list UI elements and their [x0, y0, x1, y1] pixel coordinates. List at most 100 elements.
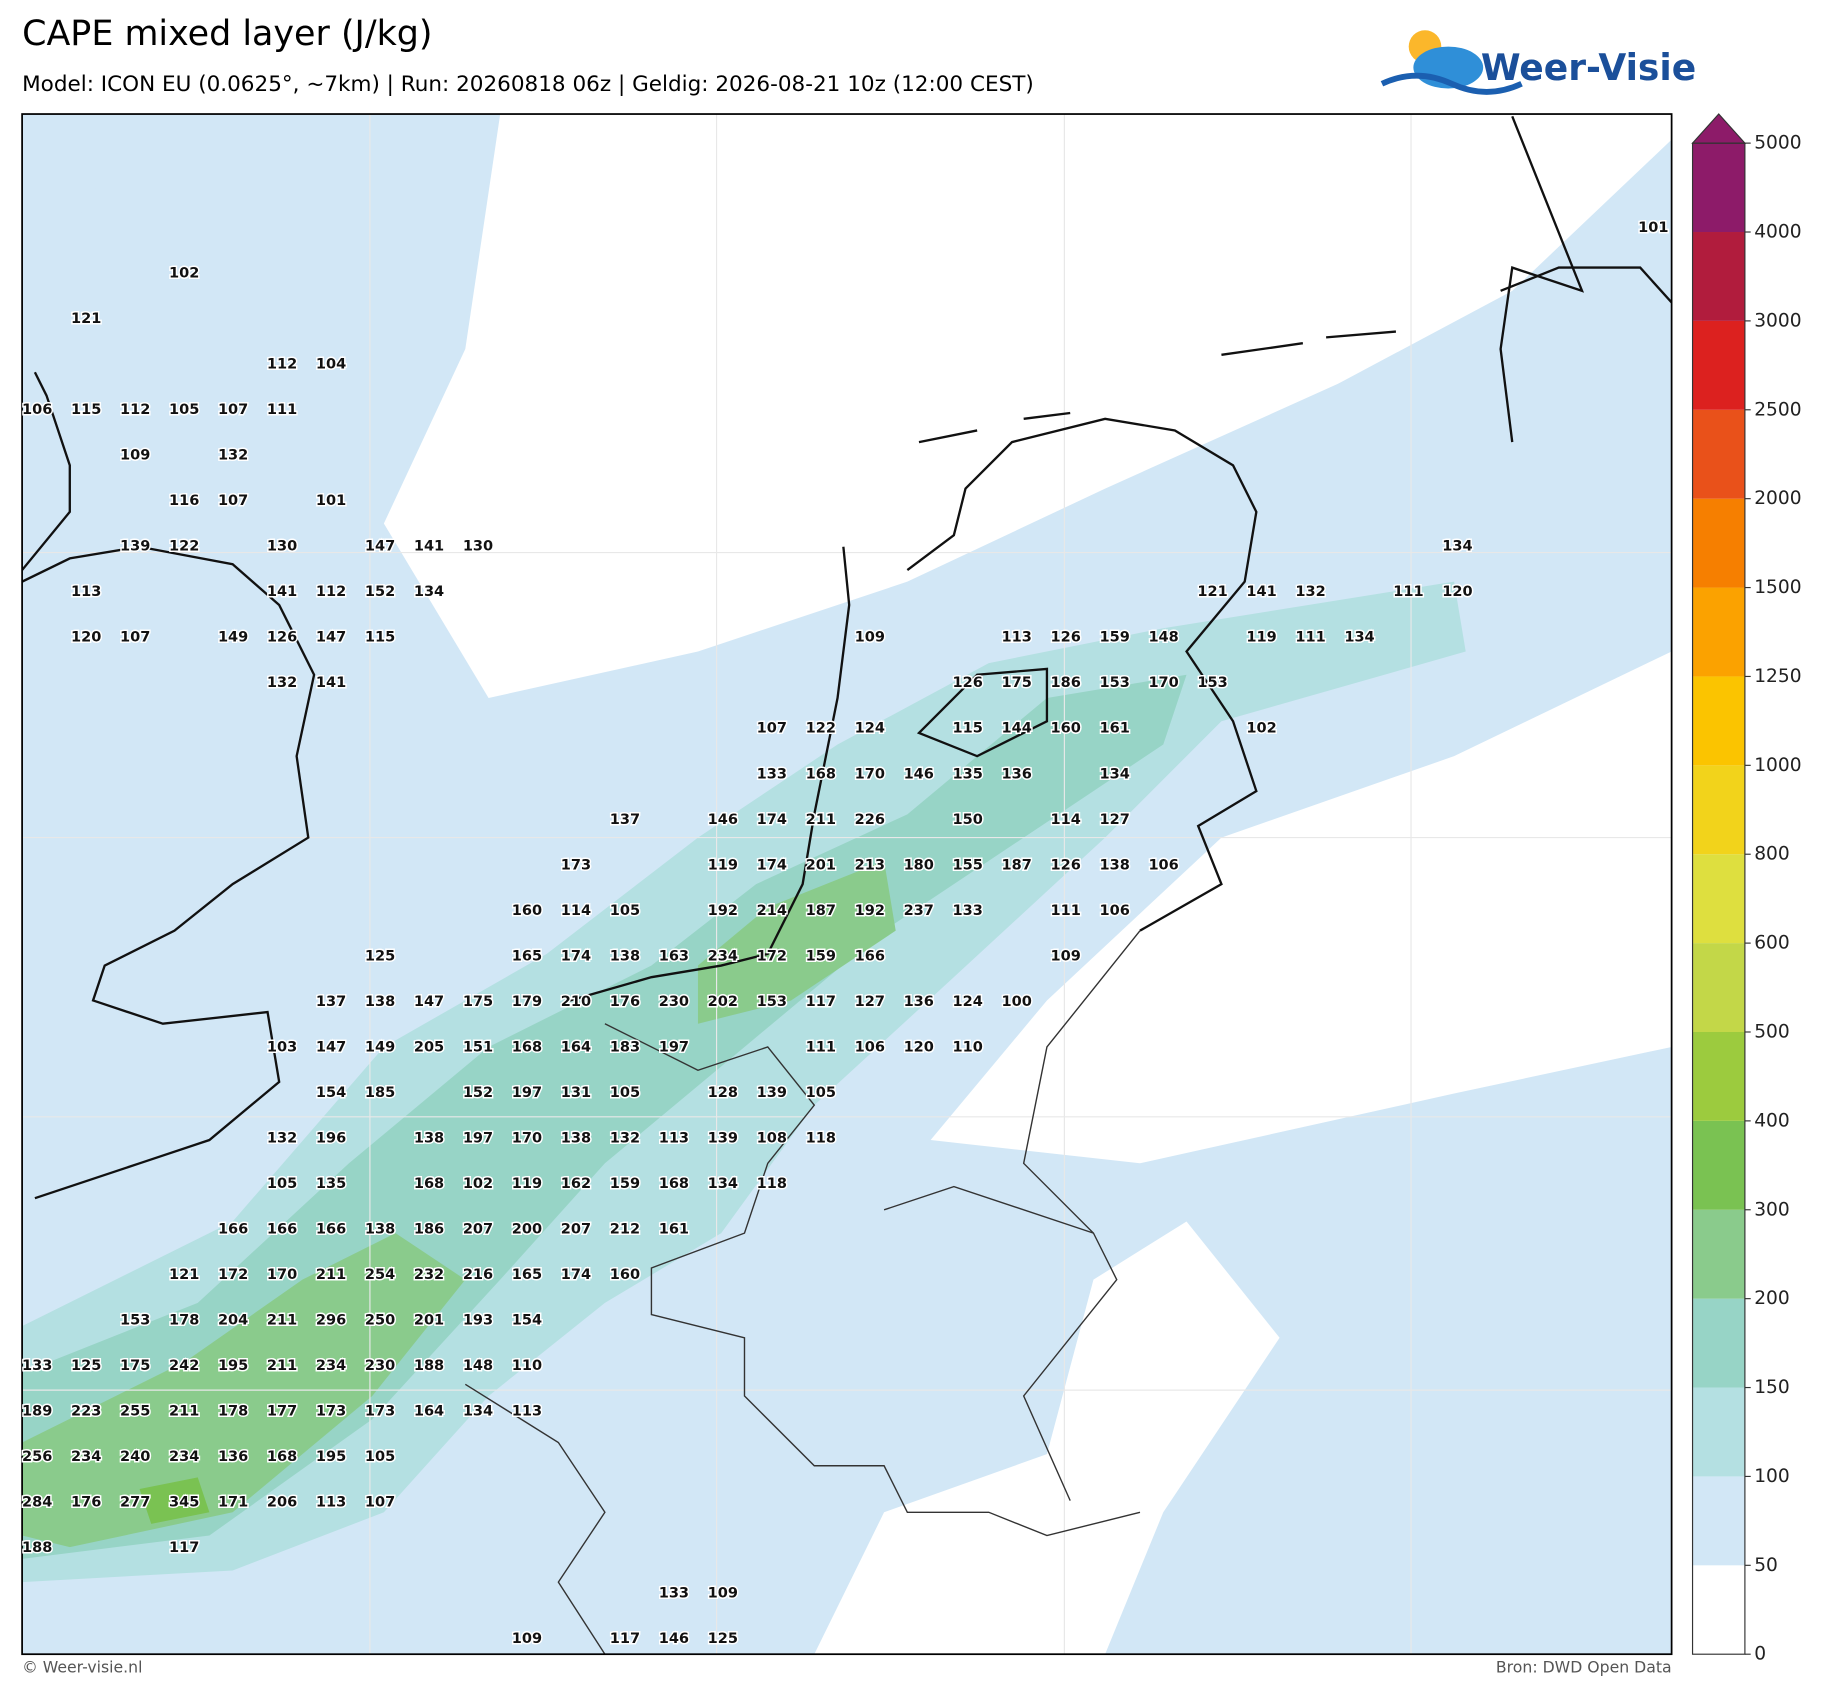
cape-value-label: 139: [708, 1130, 738, 1146]
cape-value-label: 127: [855, 994, 885, 1010]
cape-value-label: 136: [218, 1449, 248, 1465]
cape-value-label: 134: [463, 1404, 493, 1420]
cape-value-label: 168: [414, 1176, 444, 1192]
cape-value-label: 132: [267, 1130, 297, 1146]
cape-value-label: 187: [806, 903, 836, 919]
cape-value-label: 152: [365, 584, 395, 600]
cape-value-label: 146: [659, 1631, 689, 1647]
cape-value-label: 250: [365, 1312, 395, 1328]
cape-value-label: 186: [414, 1221, 444, 1237]
colorbar-segment: [1692, 143, 1745, 233]
cape-value-label: 122: [806, 721, 836, 737]
cape-value-label: 212: [610, 1221, 640, 1237]
cape-value-label: 255: [120, 1404, 150, 1420]
cape-value-label: 138: [414, 1130, 444, 1146]
cape-value-label: 159: [1099, 630, 1129, 646]
cape-value-label: 154: [512, 1312, 542, 1328]
cape-value-label: 120: [904, 1039, 934, 1055]
cape-value-label: 134: [708, 1176, 738, 1192]
cape-value-label: 153: [120, 1312, 150, 1328]
cape-value-label: 234: [71, 1449, 101, 1465]
cape-value-label: 206: [267, 1495, 297, 1511]
colorbar-segment: [1692, 498, 1745, 588]
cape-value-label: 148: [1148, 630, 1178, 646]
cape-value-label: 211: [169, 1404, 199, 1420]
cape-value-label: 237: [904, 903, 934, 919]
cape-value-label: 174: [561, 948, 591, 964]
cape-value-label: 105: [267, 1176, 297, 1192]
cape-value-label: 166: [316, 1221, 346, 1237]
colorbar-extend: [1691, 113, 1747, 144]
logo-wave: [1380, 72, 1523, 95]
cape-value-label: 106: [1148, 857, 1178, 873]
cape-value-label: 118: [757, 1176, 787, 1192]
cape-value-label: 120: [71, 630, 101, 646]
cape-value-label: 216: [463, 1267, 493, 1283]
cape-value-label: 179: [512, 994, 542, 1010]
title: CAPE mixed layer (J/kg): [22, 14, 432, 54]
cape-value-label: 226: [855, 812, 885, 828]
map-frame: [21, 113, 1673, 1656]
cape-300-area: [139, 1477, 210, 1524]
cape-value-label: 113: [512, 1404, 542, 1420]
cape-value-label: 109: [708, 1586, 738, 1602]
cape-value-label: 254: [365, 1267, 395, 1283]
cape-value-label: 115: [365, 630, 395, 646]
cape-value-label: 116: [169, 493, 199, 509]
cape-value-label: 105: [610, 903, 640, 919]
cape-value-label: 188: [414, 1358, 444, 1374]
cape-value-label: 175: [1002, 675, 1032, 691]
cape-value-label: 195: [218, 1358, 248, 1374]
colorbar-tick-label: 100: [1754, 1466, 1790, 1487]
cape-value-label: 132: [1295, 584, 1325, 600]
colorbar-segment: [1692, 409, 1745, 499]
cape-value-label: 107: [120, 630, 150, 646]
cape-200-area: [697, 860, 896, 1024]
cape-value-label: 178: [169, 1312, 199, 1328]
cape-value-label: 101: [316, 493, 346, 509]
cape-value-label: 106: [22, 402, 52, 418]
cape-value-label: 141: [1246, 584, 1276, 600]
cape-value-label: 109: [1050, 948, 1080, 964]
cape-value-label: 230: [365, 1358, 395, 1374]
cape-value-label: 155: [953, 857, 983, 873]
cape-value-label: 102: [463, 1176, 493, 1192]
cape-value-label: 117: [610, 1631, 640, 1647]
coastline: [22, 115, 1672, 1200]
cape-value-label: 106: [855, 1039, 885, 1055]
cape-value-label: 130: [463, 539, 493, 555]
cape-value-label: 277: [120, 1495, 150, 1511]
cape-value-label: 119: [512, 1176, 542, 1192]
cape-value-label: 177: [267, 1404, 297, 1420]
cape-value-label: 175: [120, 1358, 150, 1374]
cape-value-label: 187: [1002, 857, 1032, 873]
cape-value-label: 172: [218, 1267, 248, 1283]
cape-value-label: 153: [1197, 675, 1227, 691]
cape-value-label: 166: [218, 1221, 248, 1237]
colorbar-tick-label: 3000: [1754, 310, 1801, 331]
cape-value-label: 170: [855, 766, 885, 782]
cape-value-label: 131: [561, 1085, 591, 1101]
cape-value-label: 113: [659, 1130, 689, 1146]
cape-value-label: 211: [316, 1267, 346, 1283]
cape-value-label: 124: [953, 994, 983, 1010]
cape-value-label: 170: [1148, 675, 1178, 691]
colorbar-tick-label: 300: [1754, 1199, 1790, 1220]
cape-value-label: 211: [806, 812, 836, 828]
colorbar-tick-label: 1000: [1754, 755, 1801, 776]
cape-value-label: 164: [561, 1039, 591, 1055]
cape-value-label: 296: [316, 1312, 346, 1328]
cape-value-label: 173: [316, 1404, 346, 1420]
cape-value-label: 125: [708, 1631, 738, 1647]
cape-value-label: 112: [267, 357, 297, 373]
cape-value-label: 200: [512, 1221, 542, 1237]
cape-value-label: 201: [806, 857, 836, 873]
colorbar-tick-label: 400: [1754, 1110, 1790, 1131]
cape-value-label: 147: [414, 994, 444, 1010]
cape-value-label: 107: [218, 402, 248, 418]
cape-value-label: 126: [953, 675, 983, 691]
cape-value-label: 141: [267, 584, 297, 600]
footer-left: © Weer-visie.nl: [22, 1658, 142, 1677]
cape-value-label: 242: [169, 1358, 199, 1374]
colorbar-tick-label: 500: [1754, 1021, 1790, 1042]
